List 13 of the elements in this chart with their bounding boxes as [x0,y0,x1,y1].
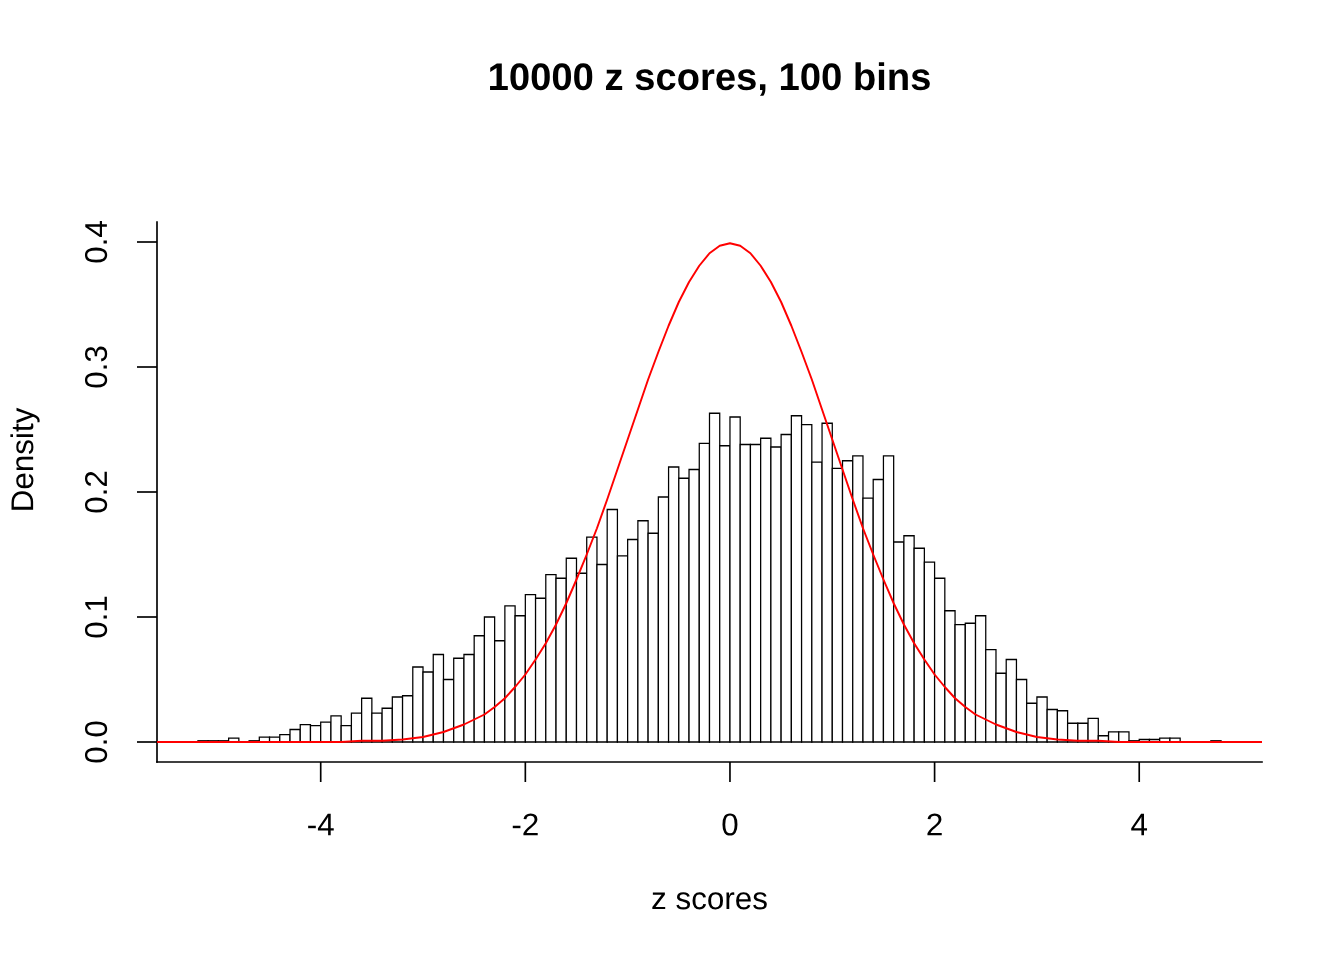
x-tick-label: -2 [512,813,538,836]
x-tick-label: 4 [1131,813,1148,836]
x-axis-title: z scores [652,892,767,910]
y-axis-title: Density [10,407,40,510]
x-tick-label: -4 [308,813,334,836]
y-tick-label: 0.2 [84,471,108,513]
y-tick-label: 0.4 [84,221,108,263]
y-tick-label: 0.3 [84,346,108,388]
y-tick-label: 0.1 [84,596,108,638]
chart-title: 10000 z scores, 100 bins [490,62,930,96]
x-tick-label: 0 [722,813,738,836]
y-tick-label: 0.0 [84,721,108,763]
x-tick-label: 2 [927,813,942,836]
